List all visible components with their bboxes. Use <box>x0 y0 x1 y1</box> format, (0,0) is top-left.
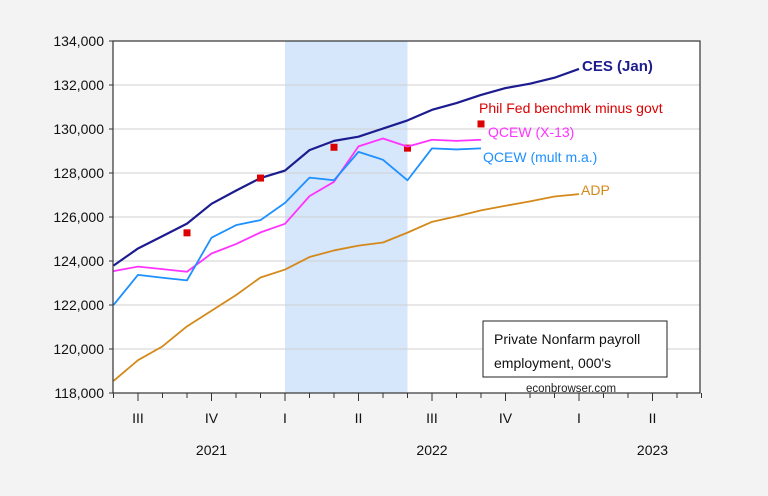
annotation-line-2: employment, 000's <box>494 355 611 371</box>
annotation-line-1: Private Nonfarm payroll <box>494 331 640 347</box>
y-tick-label: 122,000 <box>53 297 104 313</box>
y-tick-label: 118,000 <box>54 385 104 401</box>
legend-label-qcew-x13: QCEW (X-13) <box>488 124 574 140</box>
y-tick-label: 120,000 <box>53 341 104 357</box>
marker-phil-fed-benchmk-minus-govt <box>478 120 485 127</box>
marker-phil-fed-benchmk-minus-govt <box>331 144 338 151</box>
y-tick-label: 124,000 <box>53 253 104 269</box>
legend-label-ces: CES (Jan) <box>582 58 653 75</box>
x-quarter-label: I <box>577 410 581 426</box>
legend-label-phil-fed: Phil Fed benchmk minus govt <box>479 100 663 116</box>
x-quarter-label: I <box>283 410 287 426</box>
x-year-label: 2023 <box>637 442 668 458</box>
y-tick-label: 132,000 <box>53 77 104 93</box>
x-quarter-label: III <box>132 410 144 426</box>
legend-label-qcew-mult: QCEW (mult m.a.) <box>483 149 597 165</box>
x-quarter-label: IV <box>499 410 513 426</box>
x-quarter-label: II <box>649 410 657 426</box>
x-year-label: 2022 <box>416 442 447 458</box>
x-year-label: 2021 <box>196 442 227 458</box>
y-tick-label: 128,000 <box>53 165 104 181</box>
x-quarter-label: IV <box>205 410 219 426</box>
y-tick-label: 134,000 <box>53 33 104 49</box>
y-tick-label: 130,000 <box>53 121 104 137</box>
source-label: econbrowser.com <box>526 383 616 395</box>
x-quarter-label: II <box>355 410 363 426</box>
x-quarter-label: III <box>426 410 438 426</box>
y-tick-label: 126,000 <box>53 209 104 225</box>
legend-label-adp: ADP <box>581 182 610 198</box>
marker-phil-fed-benchmk-minus-govt <box>184 229 191 236</box>
marker-phil-fed-benchmk-minus-govt <box>257 175 264 182</box>
